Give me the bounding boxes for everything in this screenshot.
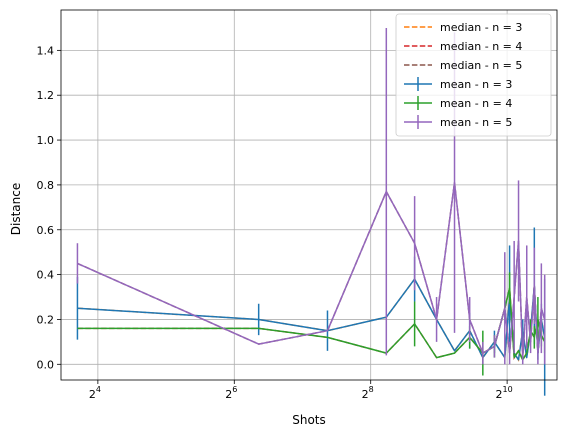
grid-lines [61,10,557,380]
y-tick-label: 0.2 [37,313,55,326]
legend-label: mean - n = 5 [440,116,512,129]
y-tick-label: 1.0 [37,134,55,147]
plot-series [76,27,546,396]
legend-label: median - n = 3 [440,21,522,34]
mean-series-line [77,287,546,361]
y-axis-ticks: 0.0 0.2 0.4 0.6 0.8 1.0 1.2 1.4 [37,44,61,371]
x-tick-label: 24 [89,385,101,401]
y-axis-label: Distance [9,183,23,235]
legend-label: median - n = 4 [440,40,522,53]
y-tick-label: 0.0 [37,358,55,371]
x-tick-exponent: 6 [232,385,237,394]
legend-box [395,13,552,137]
median-series-line [77,287,546,362]
y-tick-label: 0.8 [37,179,55,192]
x-tick-label: 210 [496,385,513,401]
y-tick-label: 0.6 [37,224,55,237]
plot-frame [60,9,558,381]
x-tick-exponent: 8 [369,385,374,394]
legend: median - n = 3 median - n = 4 median - n =… [395,13,552,137]
legend-label: mean - n = 3 [440,78,512,91]
y-tick-label: 0.4 [37,269,55,282]
x-tick-exponent: 10 [503,385,513,394]
x-tick-label: 28 [362,385,374,401]
y-tick-label: 1.2 [37,89,55,102]
x-tick-exponent: 4 [96,385,101,394]
x-axis-ticks: 24 26 28 210 [89,380,513,401]
legend-label: median - n = 5 [440,59,522,72]
x-axis-label: Shots [292,413,326,427]
legend-label: mean - n = 4 [440,97,512,110]
x-tick-label: 26 [225,385,237,401]
y-tick-label: 1.4 [37,44,55,57]
mean-series-line [77,181,546,359]
